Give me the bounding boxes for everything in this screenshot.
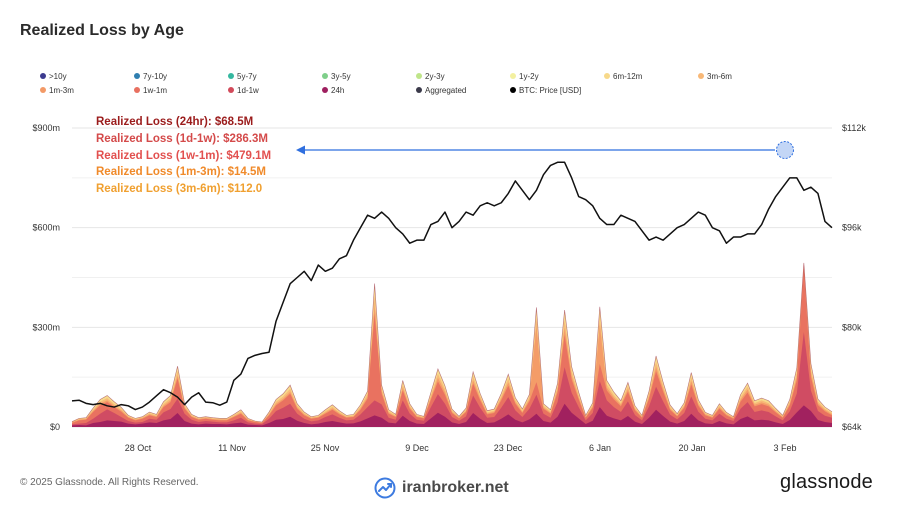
area-24h [72, 403, 832, 427]
legend-item-btc-price-usd-[interactable]: BTC: Price [USD] [510, 86, 604, 95]
realized-loss-annotations: Realized Loss (24hr): $68.5M Realized Los… [96, 114, 271, 198]
legend-item--10y[interactable]: >10y [40, 72, 134, 81]
legend-label: 1w-1m [143, 85, 168, 95]
legend-item-3m-6m[interactable]: 3m-6m [698, 72, 792, 81]
legend-label: 2y-3y [425, 71, 445, 81]
legend-swatch [604, 73, 610, 79]
legend-swatch [510, 73, 516, 79]
aggregated-outline [71, 262, 833, 423]
annotation-line: Realized Loss (24hr): $68.5M [96, 116, 254, 128]
watermark-text: iranbroker.net [402, 479, 509, 496]
legend-swatch [134, 73, 140, 79]
legend-label: 24h [331, 85, 345, 95]
legend-swatch [134, 87, 140, 93]
x-tick-label: 11 Nov [218, 443, 246, 453]
legend-item-5y-7y[interactable]: 5y-7y [228, 72, 322, 81]
annotation-line: Realized Loss (3m-6m): $112.0 [96, 183, 263, 196]
y-right-tick-label: $96k [842, 223, 862, 233]
legend-swatch [698, 73, 704, 79]
legend-item-3y-5y[interactable]: 3y-5y [322, 72, 416, 81]
legend-label: >10y [49, 71, 67, 81]
annotation-line: Realized Loss (1w-1m): $479.1M [96, 149, 272, 162]
x-tick-label: 6 Jan [589, 443, 611, 453]
legend-label: BTC: Price [USD] [519, 85, 582, 95]
legend-swatch [228, 73, 234, 79]
legend-label: Aggregated [425, 85, 467, 95]
chart-legend: >10y 7y-10y 5y-7y 3y-5y 2y-3y 1y-2y 6m-12m 3m-6… [40, 69, 800, 97]
annotation-arrow-head [296, 145, 305, 155]
trend-logo-icon [374, 477, 396, 499]
annotation-line: Realized Loss (1d-1w): $286.3M [96, 132, 268, 145]
copyright-text: © 2025 Glassnode. All Rights Reserved. [20, 477, 199, 488]
legend-item-2y-3y[interactable]: 2y-3y [416, 72, 510, 81]
legend-swatch [510, 87, 516, 93]
legend-row: 1m-3m 1w-1m 1d-1w 24h Aggregated BTC: Price [… [40, 83, 800, 97]
x-tick-label: 23 Dec [494, 443, 523, 453]
legend-item-1m-3m[interactable]: 1m-3m [40, 86, 134, 95]
x-tick-label: 20 Jan [678, 443, 705, 453]
area-1d-1w [72, 331, 832, 427]
legend-swatch [322, 73, 328, 79]
legend-label: 7y-10y [143, 71, 168, 81]
x-tick-label: 25 Nov [311, 443, 340, 453]
legend-label: 5y-7y [237, 71, 257, 81]
legend-item-1y-2y[interactable]: 1y-2y [510, 72, 604, 81]
watermark: iranbroker.net [374, 477, 509, 499]
legend-label: 6m-12m [613, 71, 643, 81]
legend-label: 1y-2y [519, 71, 539, 81]
y-left-tick-label: $900m [32, 123, 60, 133]
peak-highlight-marker [776, 141, 794, 159]
area-1w-1m [72, 267, 832, 427]
y-left-tick-label: $300m [32, 322, 60, 332]
legend-swatch [40, 73, 46, 79]
legend-item-7y-10y[interactable]: 7y-10y [134, 72, 228, 81]
x-tick-label: 9 Dec [405, 443, 429, 453]
y-left-tick-label: $600m [32, 223, 60, 233]
brand-logo: glassnode [780, 471, 873, 493]
legend-swatch [40, 87, 46, 93]
legend-row: >10y 7y-10y 5y-7y 3y-5y 2y-3y 1y-2y 6m-12m 3m-6… [40, 69, 800, 83]
legend-swatch [228, 87, 234, 93]
legend-label: 1m-3m [49, 85, 74, 95]
y-right-tick-label: $112k [842, 123, 866, 133]
legend-swatch [322, 87, 328, 93]
x-tick-label: 28 Oct [125, 443, 152, 453]
legend-item-aggregated[interactable]: Aggregated [416, 86, 510, 95]
btc-price-line [71, 161, 833, 411]
legend-item-24h[interactable]: 24h [322, 86, 416, 95]
legend-swatch [416, 87, 422, 93]
x-tick-label: 3 Feb [773, 443, 796, 453]
legend-item-1d-1w[interactable]: 1d-1w [228, 86, 322, 95]
y-right-tick-label: $80k [842, 322, 862, 332]
legend-label: 3y-5y [331, 71, 351, 81]
legend-item-1w-1m[interactable]: 1w-1m [134, 86, 228, 95]
legend-swatch [416, 73, 422, 79]
y-left-tick-label: $0 [50, 422, 60, 432]
legend-label: 3m-6m [707, 71, 732, 81]
legend-label: 1d-1w [237, 85, 259, 95]
annotation-line: Realized Loss (1m-3m): $14.5M [96, 166, 267, 179]
y-right-tick-label: $64k [842, 422, 862, 432]
page-title: Realized Loss by Age [20, 22, 184, 39]
legend-item-6m-12m[interactable]: 6m-12m [604, 72, 698, 81]
